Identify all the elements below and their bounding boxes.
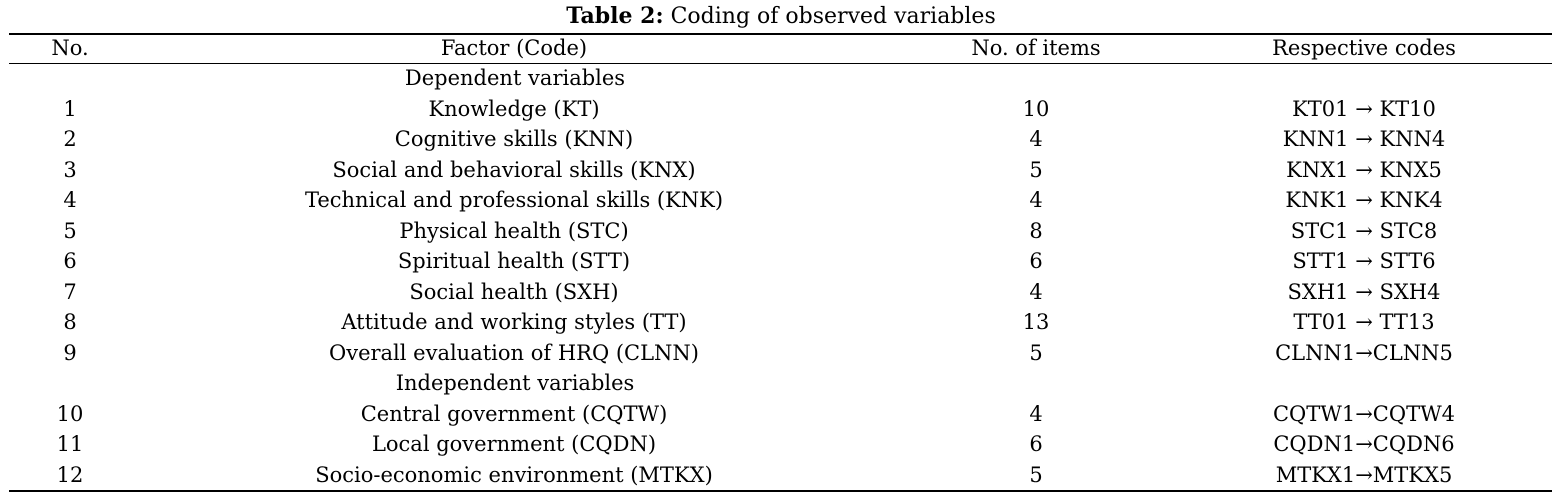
cell-factor: Overall evaluation of HRQ (CLNN)	[328, 341, 699, 365]
table-row: 2 Cognitive skills (KNN) 4 KNN1 → KNN4	[0, 124, 1562, 154]
cell-codes: CQDN1→CQDN6	[1273, 432, 1455, 456]
table-row: 1 Knowledge (KT) 10 KT01 → KT10	[0, 94, 1562, 124]
section-title: Dependent variables	[404, 66, 626, 90]
header-codes: Respective codes	[1272, 36, 1456, 60]
cell-factor: Socio-economic environment (MTKX)	[315, 463, 713, 487]
cell-codes: MTKX1→MTKX5	[1275, 463, 1453, 487]
cell-items: 5	[1029, 463, 1043, 487]
table-row: 8 Attitude and working styles (TT) 13 TT…	[0, 307, 1562, 337]
cell-items: 6	[1029, 432, 1043, 456]
cell-factor: Attitude and working styles (TT)	[341, 310, 687, 334]
cell-items: 5	[1029, 341, 1043, 365]
table-row: 7 Social health (SXH) 4 SXH1 → SXH4	[0, 277, 1562, 307]
cell-factor: Social and behavioral skills (KNX)	[332, 158, 696, 182]
cell-codes: STC1 → STC8	[1290, 219, 1438, 243]
cell-codes: KT01 → KT10	[1292, 97, 1436, 121]
table-row: 12 Socio-economic environment (MTKX) 5 M…	[0, 460, 1562, 490]
caption-label: Table 2:	[566, 3, 664, 29]
cell-codes: CQTW1→CQTW4	[1272, 402, 1456, 426]
cell-items: 4	[1029, 127, 1043, 151]
cell-items: 6	[1029, 249, 1043, 273]
table-row: 9 Overall evaluation of HRQ (CLNN) 5 CLN…	[0, 338, 1562, 368]
section-row-independent: Independent variables	[0, 368, 1562, 398]
cell-no: 12	[56, 463, 84, 487]
cell-items: 5	[1029, 158, 1043, 182]
cell-factor: Central government (CQTW)	[360, 402, 668, 426]
cell-no: 2	[63, 127, 77, 151]
cell-items: 10	[1022, 97, 1050, 121]
cell-no: 4	[63, 188, 77, 212]
cell-codes: CLNN1→CLNN5	[1275, 341, 1453, 365]
cell-no: 11	[56, 432, 84, 456]
cell-codes: SXH1 → SXH4	[1287, 280, 1441, 304]
cell-codes: STT1 → STT6	[1292, 249, 1436, 273]
cell-no: 5	[63, 219, 77, 243]
cell-codes: KNN1 → KNN4	[1282, 127, 1446, 151]
cell-factor: Social health (SXH)	[409, 280, 619, 304]
cell-no: 10	[56, 402, 84, 426]
table-row: 10 Central government (CQTW) 4 CQTW1→CQT…	[0, 399, 1562, 429]
cell-factor: Physical health (STC)	[399, 219, 629, 243]
cell-no: 8	[63, 310, 77, 334]
cell-codes: TT01 → TT13	[1293, 310, 1435, 334]
cell-items: 4	[1029, 280, 1043, 304]
cell-no: 1	[63, 97, 77, 121]
table-row: 4 Technical and professional skills (KNK…	[0, 185, 1562, 215]
table-header-row: No. Factor (Code) No. of items Respectiv…	[0, 33, 1562, 63]
cell-no: 6	[63, 249, 77, 273]
header-rule	[9, 63, 1552, 64]
bottom-rule	[9, 490, 1552, 492]
top-rule	[9, 33, 1552, 35]
cell-items: 8	[1029, 219, 1043, 243]
cell-factor: Knowledge (KT)	[428, 97, 600, 121]
cell-factor: Local government (CQDN)	[371, 432, 657, 456]
cell-factor: Cognitive skills (KNN)	[394, 127, 634, 151]
cell-no: 7	[63, 280, 77, 304]
cell-codes: KNK1 → KNK4	[1285, 188, 1443, 212]
table-caption: Table 2: Coding of observed variables	[0, 0, 1562, 33]
section-row-dependent: Dependent variables	[0, 63, 1562, 93]
cell-codes: KNX1 → KNX5	[1286, 158, 1442, 182]
table-row: 6 Spiritual health (STT) 6 STT1 → STT6	[0, 246, 1562, 276]
cell-factor: Spiritual health (STT)	[397, 249, 631, 273]
cell-items: 13	[1022, 310, 1050, 334]
cell-items: 4	[1029, 188, 1043, 212]
table-row: 11 Local government (CQDN) 6 CQDN1→CQDN6	[0, 429, 1562, 459]
section-title: Independent variables	[395, 371, 635, 395]
cell-items: 4	[1029, 402, 1043, 426]
table-row: 3 Social and behavioral skills (KNX) 5 K…	[0, 155, 1562, 185]
header-items: No. of items	[971, 36, 1101, 60]
cell-no: 3	[63, 158, 77, 182]
cell-no: 9	[63, 341, 77, 365]
caption-title: Coding of observed variables	[670, 4, 996, 29]
cell-factor: Technical and professional skills (KNK)	[304, 188, 724, 212]
header-no: No.	[51, 36, 89, 60]
header-factor: Factor (Code)	[440, 36, 588, 60]
table-row: 5 Physical health (STC) 8 STC1 → STC8	[0, 216, 1562, 246]
